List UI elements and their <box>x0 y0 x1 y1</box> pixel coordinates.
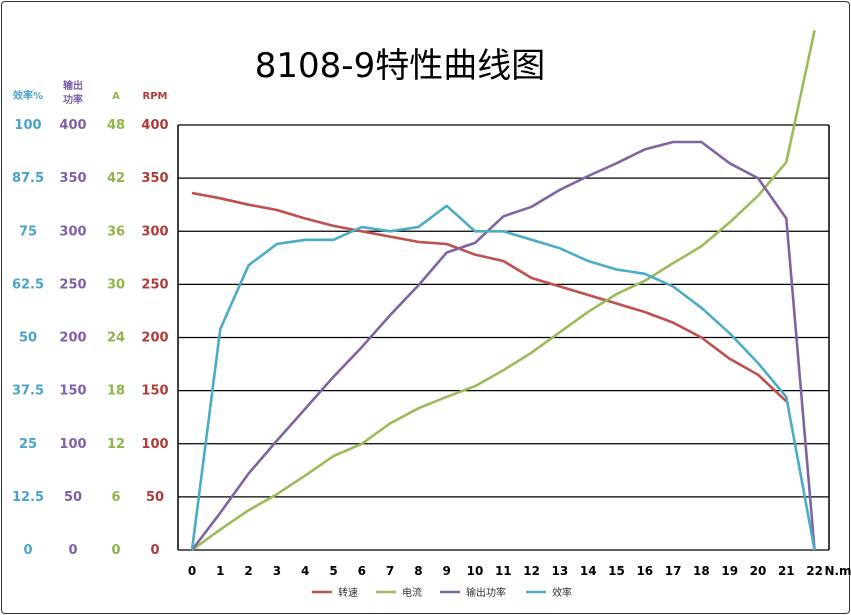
x-tick-label: 5 <box>329 564 337 578</box>
y-tick-label: 300 <box>59 224 86 239</box>
y-tick-label: 87.5 <box>12 171 44 186</box>
x-tick-label: 15 <box>608 564 625 578</box>
y-tick-label: 200 <box>141 331 168 346</box>
y-tick-label: 24 <box>107 331 125 346</box>
y-tick-label: 100 <box>14 118 41 133</box>
axis-header: 效率% <box>13 89 43 102</box>
x-tick-label: 21 <box>778 564 795 578</box>
legend: 转速 电流 输出功率 效率 <box>312 586 572 599</box>
x-tick-label: 19 <box>721 564 738 578</box>
y-tick-label: 50 <box>64 490 82 505</box>
x-tick-label: 1 <box>216 564 224 578</box>
y-tick-label: 37.5 <box>12 384 44 399</box>
y-tick-label: 150 <box>141 384 168 399</box>
y-tick-label: 62.5 <box>12 277 44 292</box>
series-line-效率 <box>190 204 816 551</box>
axis-header: RPM <box>143 91 168 102</box>
series-line-电流 <box>191 30 816 552</box>
y-tick-label: 25 <box>19 437 37 452</box>
x-tick-label: 22 <box>806 564 823 578</box>
x-tick-label: 0 <box>188 564 196 578</box>
series-line-输出功率 <box>190 140 816 551</box>
x-tick-label: 13 <box>552 564 569 578</box>
y-tick-label: 250 <box>141 277 168 292</box>
legend-label: 效率 <box>552 586 572 599</box>
x-tick-label: 4 <box>301 564 309 578</box>
x-tick-label: 17 <box>665 564 682 578</box>
y-tick-label: 100 <box>59 437 86 452</box>
y-tick-label: 0 <box>111 543 120 558</box>
y-tick-label: 100 <box>141 437 168 452</box>
y-tick-label: 30 <box>107 277 125 292</box>
x-tick-label: 11 <box>495 564 512 578</box>
x-tick-label: 6 <box>358 564 366 578</box>
y-tick-label: 0 <box>150 543 159 558</box>
y-tick-label: 350 <box>141 171 168 186</box>
x-tick-label: 10 <box>467 564 484 578</box>
y-tick-label: 12 <box>107 437 125 452</box>
y-tick-label: 75 <box>19 224 37 239</box>
y-tick-label: 50 <box>19 331 37 346</box>
y-tick-label: 50 <box>146 490 164 505</box>
x-tick-label: 20 <box>750 564 767 578</box>
x-unit-label: N.m <box>824 564 851 578</box>
legend-label: 电流 <box>402 586 422 599</box>
y-tick-label: 6 <box>111 490 120 505</box>
y-tick-label: 200 <box>59 331 86 346</box>
x-tick-label: 18 <box>693 564 710 578</box>
y-tick-label: 0 <box>23 543 32 558</box>
y-tick-label: 350 <box>59 171 86 186</box>
y-tick-label: 12.5 <box>12 490 44 505</box>
y-tick-label: 48 <box>107 118 125 133</box>
x-tick-label: 2 <box>244 564 252 578</box>
x-tick-labels: 0 1 2 3 4 5 6 7 8 9 10 11 12 13 14 15 16 17 18 19 20 21 22 N.m <box>188 564 851 578</box>
x-tick-label: 3 <box>273 564 281 578</box>
grid-lines <box>177 124 830 551</box>
chart-title: 8108-9特性曲线图 <box>254 46 546 86</box>
legend-label: 转速 <box>338 586 358 599</box>
axis-headers: 效率% 输出功率 A RPM <box>13 79 168 106</box>
y-tick-label: 0 <box>68 543 77 558</box>
axis-header-power-line1: 输出 <box>63 79 83 92</box>
axis-header: A <box>112 91 120 102</box>
y-tick-label: 150 <box>59 384 86 399</box>
y-tick-label: 250 <box>59 277 86 292</box>
x-tick-label: 16 <box>636 564 653 578</box>
y-tick-label: 18 <box>107 384 125 399</box>
y-tick-label: 400 <box>59 118 86 133</box>
axis-header-power-line2: 功率 <box>63 93 83 106</box>
y-tick-label: 300 <box>141 224 168 239</box>
y-tick-label: 36 <box>107 224 125 239</box>
y-tick-labels: 10087.57562.55037.52512.5040035030025020… <box>12 118 169 558</box>
x-tick-label: 7 <box>386 564 394 578</box>
y-tick-label: 400 <box>141 118 168 133</box>
legend-label: 输出功率 <box>466 586 506 599</box>
x-tick-label: 8 <box>414 564 422 578</box>
x-tick-label: 14 <box>580 564 597 578</box>
series-line-转速 <box>191 191 788 403</box>
series-lines <box>190 30 816 552</box>
y-tick-label: 42 <box>107 171 125 186</box>
x-tick-label: 12 <box>523 564 540 578</box>
x-tick-label: 9 <box>443 564 451 578</box>
